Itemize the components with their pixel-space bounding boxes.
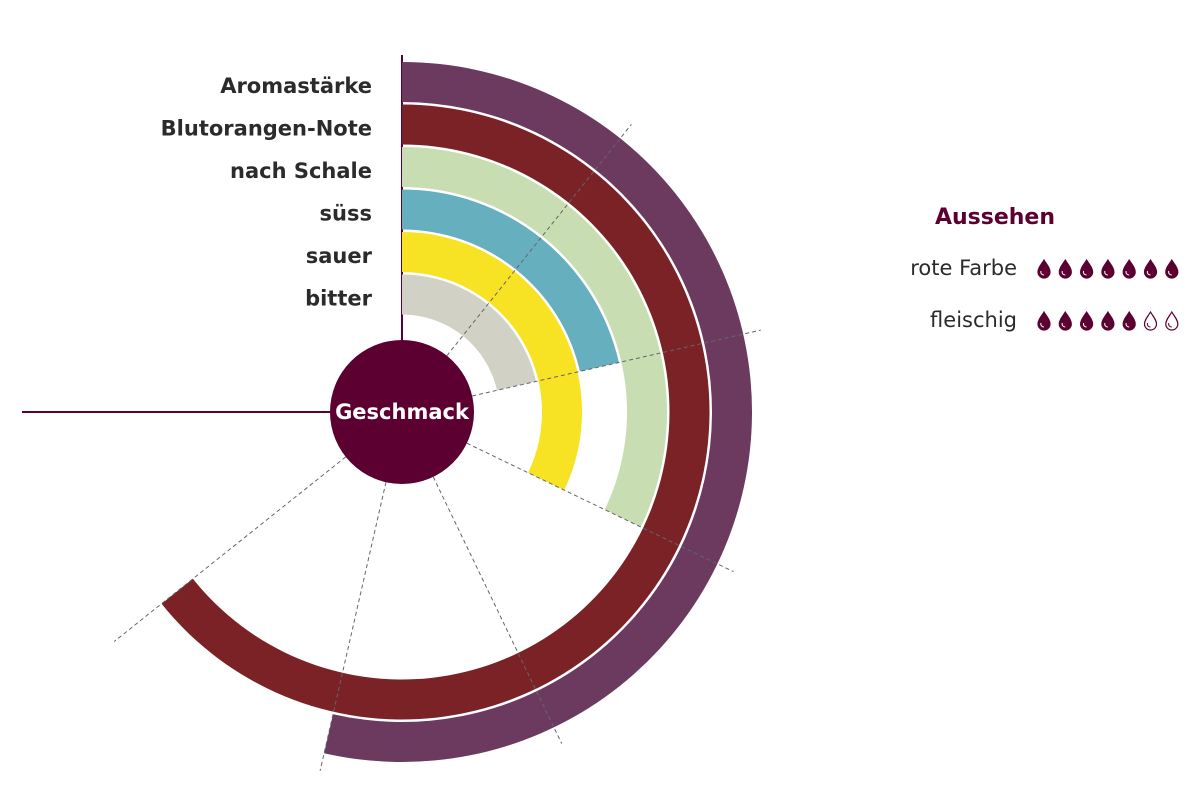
grid-line bbox=[472, 329, 761, 397]
appearance-label: fleischig bbox=[930, 308, 1017, 332]
drop-highlight bbox=[1082, 270, 1087, 276]
ring-bar bbox=[402, 274, 537, 391]
chart-title: Geschmack bbox=[335, 400, 470, 424]
overlay bbox=[113, 123, 761, 771]
grid-line bbox=[446, 123, 632, 357]
appearance-title: Aussehen bbox=[935, 205, 1055, 230]
drop-highlight bbox=[1040, 322, 1045, 328]
center-circle bbox=[330, 340, 474, 484]
grid bbox=[22, 55, 403, 413]
drop-highlight bbox=[1061, 270, 1066, 276]
appearance: rote Farbe fleischig bbox=[910, 256, 1179, 332]
grid-line bbox=[432, 476, 563, 744]
category-label: süss bbox=[320, 202, 372, 226]
drop-highlight bbox=[1082, 322, 1087, 328]
category-label: Aromastärke bbox=[220, 74, 372, 98]
ring-bar bbox=[402, 147, 667, 527]
grid-line bbox=[319, 482, 387, 771]
rings bbox=[161, 62, 753, 762]
grid-line bbox=[113, 456, 347, 642]
appearance-label: rote Farbe bbox=[910, 256, 1017, 280]
drop-highlight bbox=[1125, 322, 1130, 328]
drop-highlight bbox=[1146, 322, 1151, 328]
drop-highlight bbox=[1104, 270, 1108, 276]
category-label: bitter bbox=[305, 287, 373, 311]
drop-highlight bbox=[1104, 322, 1108, 328]
category-label: nach Schale bbox=[230, 159, 372, 183]
ring-bar bbox=[402, 232, 582, 491]
drop-highlight bbox=[1040, 270, 1045, 276]
drop-highlight bbox=[1146, 270, 1151, 276]
drop-highlight bbox=[1061, 322, 1066, 328]
grid-line bbox=[466, 442, 734, 573]
drop-highlight bbox=[1168, 322, 1172, 328]
ring-bar bbox=[402, 189, 619, 372]
category-label: sauer bbox=[306, 244, 373, 268]
category-label: Blutorangen-Note bbox=[161, 117, 372, 141]
drop-highlight bbox=[1168, 270, 1172, 276]
drop-highlight bbox=[1125, 270, 1130, 276]
